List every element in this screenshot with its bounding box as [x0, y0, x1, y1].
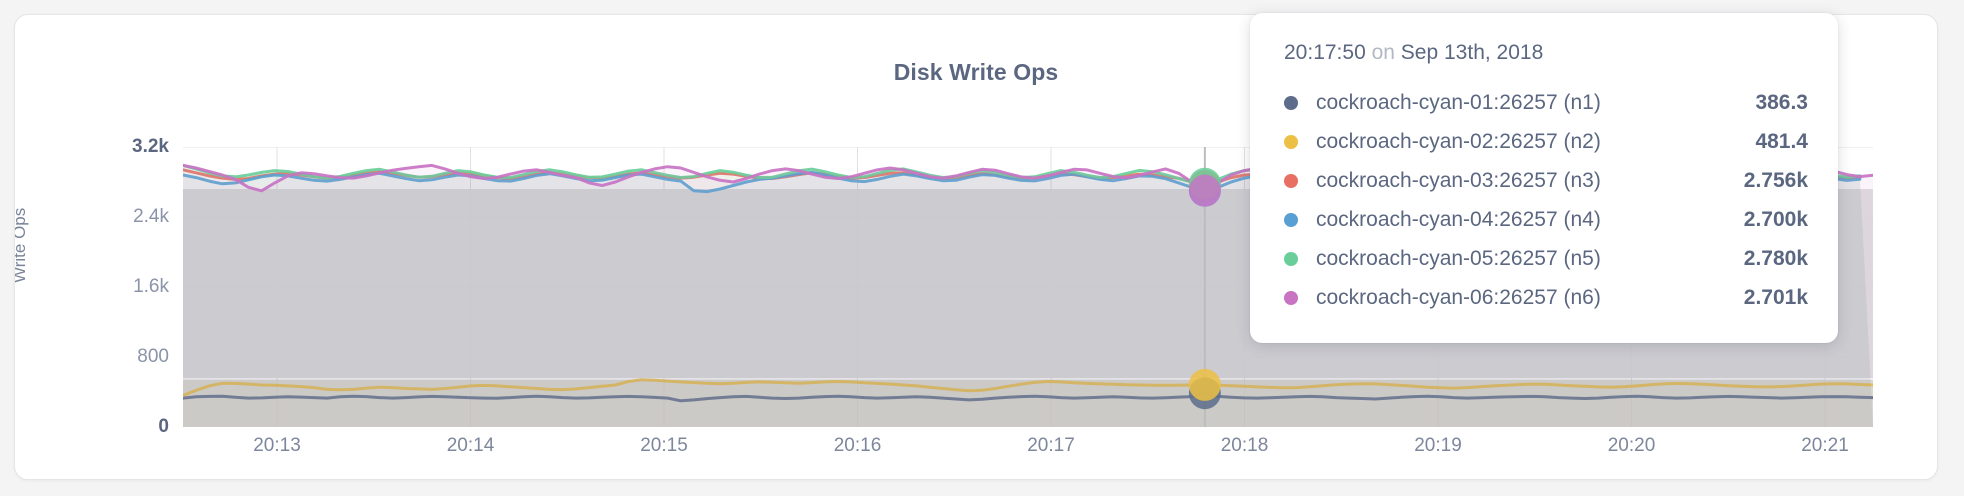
tooltip-on-word: on	[1371, 41, 1395, 64]
series-color-dot-icon	[1284, 212, 1298, 227]
tooltip-series-row: cockroach-cyan-02:26257 (n2) 481.4	[1284, 122, 1808, 161]
x-tick-label: 20:17	[1027, 435, 1075, 456]
x-tick-label: 20:19	[1414, 435, 1462, 456]
tooltip-series-row: cockroach-cyan-06:26257 (n6) 2.701k	[1284, 278, 1808, 317]
y-tick-label: 2.4k	[133, 206, 169, 227]
series-color-dot-icon	[1284, 134, 1298, 149]
tooltip-time: 20:17:50	[1284, 41, 1366, 64]
tooltip-series-value: 2.780k	[1743, 246, 1808, 270]
page-title: Disk Write Ops	[893, 59, 1059, 85]
x-tick-label: 20:15	[640, 435, 688, 456]
hover-marker-dot	[1188, 174, 1221, 207]
y-tick-label: 1.6k	[133, 276, 169, 297]
tooltip-series-name: cockroach-cyan-02:26257 (n2)	[1316, 129, 1601, 153]
y-tick-label: 800	[137, 346, 169, 367]
tooltip-series-value: 2.756k	[1743, 168, 1808, 192]
tooltip-date: Sep 13th, 2018	[1400, 41, 1544, 64]
tooltip-series-value: 2.700k	[1743, 207, 1808, 231]
series-color-dot-icon	[1284, 173, 1298, 188]
tooltip-series-list: cockroach-cyan-01:26257 (n1) 386.3 cockroa…	[1284, 83, 1808, 317]
x-tick-label: 20:14	[446, 435, 495, 456]
hover-marker-dot	[1188, 368, 1221, 401]
x-axis-tick-labels: 20:13 20:14 20:15 20:16 20:17 20:18 20:19 20:20…	[183, 435, 1873, 465]
tooltip-series-value: 2.701k	[1743, 285, 1808, 309]
tooltip-series-name: cockroach-cyan-03:26257 (n3)	[1316, 168, 1601, 192]
x-tick-label: 20:13	[253, 435, 301, 456]
y-axis-tick-labels: 0 800 1.6k 2.4k 3.2k	[75, 136, 169, 437]
x-tick-label: 20:20	[1607, 435, 1656, 456]
x-tick-label: 20:21	[1801, 435, 1849, 456]
x-tick-label: 20:18	[1220, 435, 1269, 456]
series-color-dot-icon	[1284, 251, 1298, 266]
tooltip-series-value: 481.4	[1755, 129, 1808, 153]
tooltip-series-row: cockroach-cyan-05:26257 (n5) 2.780k	[1284, 239, 1808, 278]
series-color-dot-icon	[1284, 290, 1298, 305]
tooltip-series-name: cockroach-cyan-04:26257 (n4)	[1316, 207, 1601, 231]
x-tick-label: 20:16	[833, 435, 882, 456]
tooltip-timestamp: 20:17:50 on Sep 13th, 2018	[1284, 41, 1808, 65]
tooltip-series-name: cockroach-cyan-06:26257 (n6)	[1316, 285, 1601, 309]
tooltip-series-value: 386.3	[1755, 90, 1808, 114]
series-line[interactable]	[183, 378, 1873, 397]
tooltip-series-name: cockroach-cyan-01:26257 (n1)	[1316, 90, 1601, 114]
y-tick-label: 0	[158, 416, 169, 437]
tooltip-series-row: cockroach-cyan-03:26257 (n3) 2.756k	[1284, 161, 1808, 200]
series-color-dot-icon	[1284, 95, 1298, 110]
series-line[interactable]	[183, 391, 1873, 403]
y-axis-title: Write Ops	[14, 207, 29, 283]
tooltip-series-row: cockroach-cyan-01:26257 (n1) 386.3	[1284, 83, 1808, 122]
tooltip-series-row: cockroach-cyan-04:26257 (n4) 2.700k	[1284, 200, 1808, 239]
tooltip-series-name: cockroach-cyan-05:26257 (n5)	[1316, 246, 1601, 270]
hover-tooltip: 20:17:50 on Sep 13th, 2018 cockroach-cya…	[1250, 13, 1838, 343]
y-tick-label: 3.2k	[132, 136, 169, 157]
